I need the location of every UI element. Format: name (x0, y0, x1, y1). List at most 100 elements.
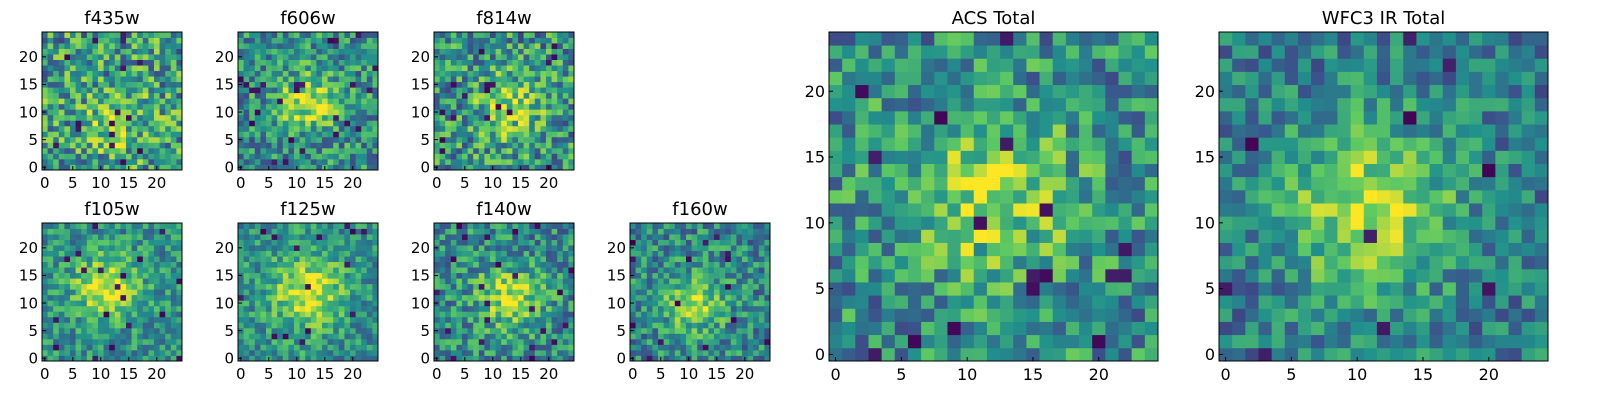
heatmap-cell (361, 103, 368, 110)
heatmap-cell (366, 344, 373, 351)
heatmap-cell (322, 120, 328, 127)
heatmap-cell (490, 153, 496, 160)
heatmap-cell (170, 37, 177, 44)
heatmap-cell (702, 234, 709, 240)
heatmap-cell (299, 125, 306, 132)
heatmap-cell (467, 245, 474, 251)
heatmap-cell (126, 245, 132, 251)
heatmap-cell (1039, 203, 1054, 217)
heatmap-cell (120, 109, 127, 116)
heatmap-cell (109, 272, 116, 279)
heatmap-cell (344, 76, 351, 83)
heatmap-cell (98, 300, 104, 307)
heatmap-cell (260, 327, 267, 334)
heatmap-cell (456, 272, 463, 279)
heatmap-cell (450, 272, 457, 279)
heatmap-cell (282, 114, 289, 121)
heatmap-cell (490, 43, 496, 49)
heatmap-cell (165, 333, 172, 340)
heatmap-cell (333, 147, 340, 154)
heatmap-cell (86, 316, 93, 323)
heatmap-cell (736, 261, 743, 268)
heatmap-cell (372, 158, 379, 165)
heatmap-cell (445, 311, 452, 318)
heatmap-cell (691, 300, 698, 307)
heatmap-cell (484, 355, 491, 362)
heatmap-cell (114, 300, 121, 307)
heatmap-cell (109, 223, 116, 229)
heatmap-cell (355, 311, 362, 318)
heatmap-cell (120, 344, 127, 351)
heatmap-cell (540, 223, 547, 229)
heatmap-cell (327, 272, 334, 279)
heatmap-cell (238, 120, 244, 127)
heatmap-cell (277, 158, 284, 165)
heatmap-cell (344, 338, 351, 345)
heatmap-cell (490, 32, 496, 38)
heatmap-cell (109, 59, 116, 66)
heatmap-cell (266, 87, 272, 94)
heatmap-cell (753, 338, 760, 345)
heatmap-cell (58, 81, 65, 88)
heatmap-cell (1144, 334, 1159, 349)
heatmap-cell (540, 147, 547, 154)
heatmap-cell (686, 349, 692, 356)
heatmap-cell (986, 308, 1001, 322)
heatmap-cell (249, 131, 256, 138)
heatmap-cell (58, 267, 65, 274)
heatmap-cell (439, 267, 446, 274)
heatmap-cell (176, 278, 183, 285)
y-tick-label: 15 (215, 267, 234, 285)
heatmap-cell (288, 136, 295, 143)
heatmap-cell (1000, 242, 1014, 257)
heatmap-cell (462, 267, 468, 274)
heatmap-cell (534, 65, 541, 72)
heatmap-cell (562, 120, 569, 127)
heatmap-cell (462, 223, 468, 229)
heatmap-cell (137, 338, 144, 345)
heatmap-cell (327, 32, 334, 38)
heatmap-cell (697, 316, 704, 323)
heatmap-cell (316, 223, 323, 229)
heatmap-cell (355, 87, 362, 94)
heatmap-cell (366, 250, 373, 257)
heatmap-cell (501, 278, 508, 285)
heatmap-cell (518, 70, 524, 77)
heatmap-cell (434, 333, 440, 340)
heatmap-cell (868, 268, 883, 283)
heatmap-cell (450, 43, 457, 49)
heatmap-cell (1105, 347, 1119, 362)
heatmap-cell (344, 349, 351, 356)
heatmap-cell (652, 322, 659, 329)
heatmap-cell (697, 234, 704, 240)
heatmap-cell (534, 311, 541, 318)
heatmap-cell (249, 344, 256, 351)
heatmap-cell (282, 120, 289, 127)
heatmap-cell (702, 250, 709, 257)
heatmap-cell (249, 92, 256, 99)
heatmap-cell (518, 153, 524, 160)
heatmap-cell (137, 283, 144, 290)
y-tick-label: 5 (224, 131, 234, 149)
heatmap-cell (109, 103, 116, 110)
heatmap-cell (64, 32, 71, 38)
heatmap-cell (630, 256, 636, 263)
heatmap-cell (305, 223, 312, 229)
heatmap-cell (658, 294, 664, 301)
heatmap-cell (663, 305, 670, 312)
heatmap-cell (316, 164, 323, 171)
heatmap-cell (714, 278, 720, 285)
heatmap-cell (131, 327, 138, 334)
heatmap-cell (456, 267, 463, 274)
heatmap-cell (120, 114, 127, 121)
heatmap-cell (355, 322, 362, 329)
heatmap-cell (506, 109, 513, 116)
heatmap-cell (361, 92, 368, 99)
heatmap-cell (243, 234, 250, 240)
heatmap-cell (434, 59, 440, 66)
heatmap-cell (42, 305, 48, 312)
heatmap-cell (120, 81, 127, 88)
heatmap-cell (501, 245, 508, 251)
heatmap-cell (518, 109, 524, 116)
y-tick-label: 10 (215, 103, 234, 121)
